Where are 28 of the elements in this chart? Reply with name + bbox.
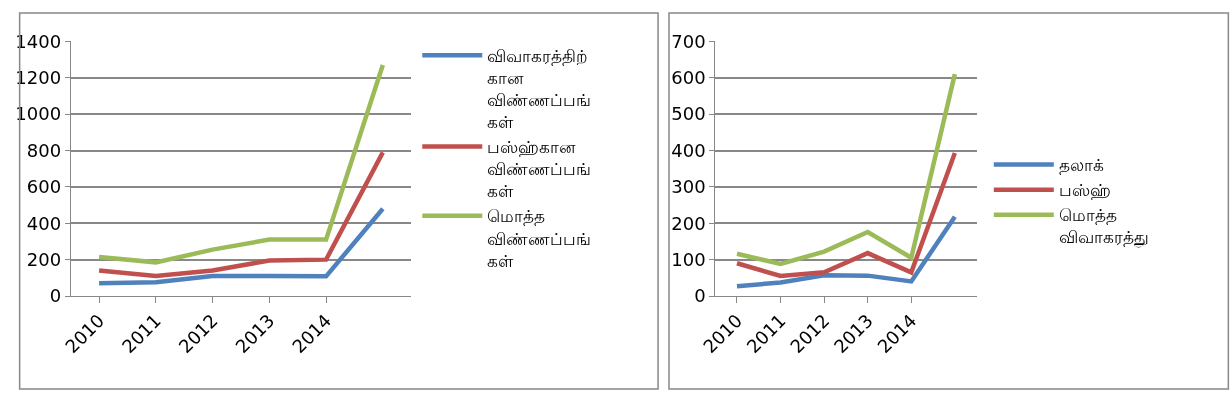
y-tick-label: 600 xyxy=(26,176,62,198)
y-tick-label: 1400 xyxy=(15,30,62,52)
y-tick-label: 1000 xyxy=(15,103,62,125)
line-series xyxy=(734,214,958,289)
y-tick-label: 200 xyxy=(26,248,62,270)
legend-label: விவாகரத்திற் கான விண்ணப்பங் கள் xyxy=(487,45,592,133)
y-tick-label: 0 xyxy=(49,285,62,307)
y-tick-label: 400 xyxy=(671,139,706,161)
legend-label: தலாக் xyxy=(1058,155,1104,176)
y-tick-label: 1200 xyxy=(15,67,62,89)
line-series xyxy=(96,206,386,286)
line-series xyxy=(734,71,958,267)
legend-label: பஸ்ஹ்கான விண்ணப்பங் கள் xyxy=(487,137,592,202)
line-series xyxy=(96,62,386,265)
y-tick-label: 0 xyxy=(694,285,706,307)
y-tick-label: 800 xyxy=(26,139,62,161)
legend-label: மொத்த விவாகரத்து xyxy=(1058,205,1149,249)
legend-label: பஸ்ஹ் xyxy=(1058,180,1111,201)
y-tick-label: 300 xyxy=(671,176,706,198)
y-tick-label: 400 xyxy=(26,212,62,234)
line-series xyxy=(734,150,958,279)
y-tick-label: 100 xyxy=(671,248,706,270)
line-series xyxy=(96,150,386,279)
y-tick-label: 500 xyxy=(671,103,706,125)
y-tick-label: 600 xyxy=(671,67,706,89)
legend-label: மொத்த விண்ணப்பங் கள் xyxy=(487,206,592,271)
y-tick-label: 200 xyxy=(671,212,706,234)
y-tick-label: 700 xyxy=(671,30,706,52)
